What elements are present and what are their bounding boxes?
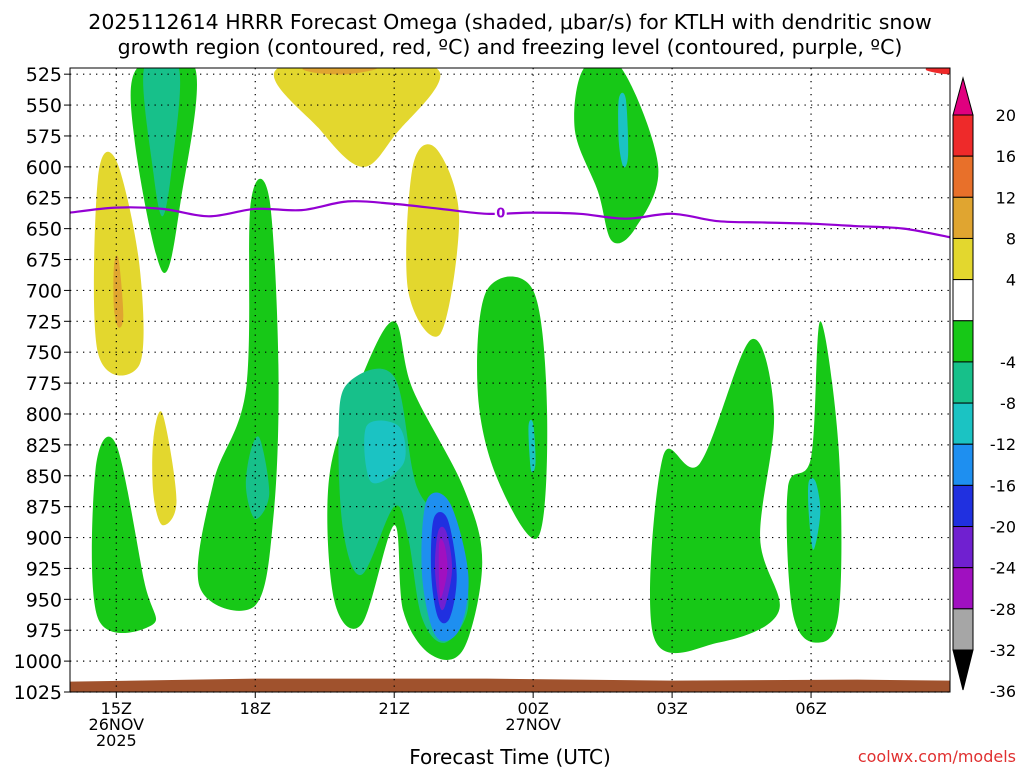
colorbar-label-12: -28 (990, 600, 1016, 619)
colorbar-label-3: 12 (996, 188, 1016, 207)
terrain-surface (70, 678, 950, 692)
colorbar-bottom-arrow (952, 649, 974, 691)
colorbar-label-9: -16 (990, 476, 1016, 495)
x-tick-label-3-0: 18Z (240, 699, 271, 718)
omega-region-25 (808, 478, 821, 550)
x-tick-label-12-0: 03Z (656, 699, 687, 718)
colorbar-swatch-12 (952, 567, 974, 610)
y-tick-label-675: 675 (26, 250, 62, 272)
colorbar-top-arrow (952, 76, 974, 116)
colorbar-label-14: -36 (990, 682, 1016, 701)
omega-region-22 (618, 92, 629, 168)
y-tick-label-775: 775 (26, 373, 62, 395)
colorbar-swatch-5 (952, 279, 974, 322)
omega-region-3 (152, 411, 177, 526)
credit-text: coolwx.com/models (858, 747, 1016, 766)
y-tick-label-600: 600 (26, 157, 62, 179)
y-tick-label-625: 625 (26, 188, 62, 210)
colorbar-label-8: -12 (990, 435, 1016, 454)
x-tick-label-0-1: 26NOV (89, 715, 145, 734)
colorbar-swatch-1 (952, 114, 974, 157)
y-axis: 525 550 575 600 625 650 675 700 725 750 775 800 825 8… (14, 64, 70, 704)
x-tick-label-6-0: 21Z (379, 699, 410, 718)
colorbar-swatch-10 (952, 484, 974, 528)
colorbar-label-2: 16 (996, 147, 1016, 166)
colorbar-label-6: -4 (1000, 353, 1016, 372)
omega-region-7 (302, 68, 377, 75)
colorbar-label-5: 4 (1006, 271, 1016, 290)
y-tick-label-925: 925 (26, 558, 62, 580)
colorbar-label-4: 8 (1006, 229, 1016, 248)
y-tick-label-1025: 1025 (14, 682, 62, 704)
y-tick-label-725: 725 (26, 311, 62, 333)
freezing-level-line (70, 200, 950, 239)
x-axis-label: Forecast Time (UTC) (409, 745, 611, 768)
colorbar-swatch-8 (952, 402, 974, 445)
x-tick-label-9-1: 27NOV (505, 715, 561, 734)
y-tick-label-650: 650 (26, 219, 62, 241)
y-tick-label-825: 825 (26, 435, 62, 457)
colorbar-swatch-4 (952, 237, 974, 281)
x-tick-label-15-0: 06Z (795, 699, 826, 718)
colorbar-swatch-2 (952, 155, 974, 198)
y-tick-label-800: 800 (26, 404, 62, 426)
omega-region-11 (245, 436, 270, 520)
colorbar-label-11: -24 (990, 559, 1016, 578)
chart-title-line-1: 2025112614 HRRR Forecast Omega (shaded, … (88, 10, 931, 34)
colorbar: 20 16 12 8 4 -4 -8 -12 -16 -20 -24 -28 -32 -36 (952, 76, 1016, 701)
omega-region-14 (364, 420, 406, 484)
y-tick-label-575: 575 (26, 126, 62, 148)
grid-lines (70, 68, 950, 693)
colorbar-swatch-3 (952, 196, 974, 239)
colorbar-swatch-13 (952, 608, 974, 651)
terrain-layer (70, 678, 950, 692)
omega-region-8 (406, 144, 460, 337)
omega-region-18 (438, 538, 448, 598)
omega-region-20 (528, 419, 536, 473)
freezing-level-contour: 0 (70, 200, 950, 239)
y-tick-label-850: 850 (26, 466, 62, 488)
omega-region-19 (477, 276, 548, 539)
omega-region-23 (650, 338, 780, 654)
y-tick-label-875: 875 (26, 497, 62, 519)
y-tick-label-700: 700 (26, 280, 62, 302)
colorbar-swatch-7 (952, 361, 974, 404)
plot-frame (69, 67, 951, 693)
freezing-level-label: 0 (496, 207, 505, 222)
colorbar-label-13: -32 (990, 641, 1016, 660)
freezing-label-bg (494, 205, 507, 220)
omega-region-26 (925, 68, 950, 75)
y-tick-label-525: 525 (26, 64, 62, 86)
chart-title-line-2: growth region (contoured, red, ºC) and f… (118, 35, 903, 59)
omega-region-21 (574, 68, 659, 244)
colorbar-label-10: -20 (990, 518, 1016, 537)
x-tick-label-0-0: 15Z (101, 699, 132, 718)
colorbar-swatch-6 (952, 320, 974, 363)
y-tick-label-975: 975 (26, 620, 62, 642)
colorbar-swatch-9 (952, 443, 974, 486)
colorbar-swatch-11 (952, 526, 974, 569)
y-tick-label-900: 900 (26, 528, 62, 550)
colorbar-label-7: -8 (1000, 394, 1016, 413)
colorbar-label-1: 20 (996, 106, 1016, 125)
x-tick-label-0-2: 2025 (96, 731, 137, 750)
y-tick-label-550: 550 (26, 95, 62, 117)
y-tick-label-1000: 1000 (14, 651, 62, 673)
omega-shaded-fields (91, 68, 950, 660)
omega-region-5 (143, 68, 181, 217)
y-tick-label-750: 750 (26, 342, 62, 364)
omega-region-9 (91, 436, 157, 634)
x-tick-label-9-0: 00Z (517, 699, 548, 718)
y-tick-label-950: 950 (26, 589, 62, 611)
omega-region-6 (273, 68, 441, 167)
